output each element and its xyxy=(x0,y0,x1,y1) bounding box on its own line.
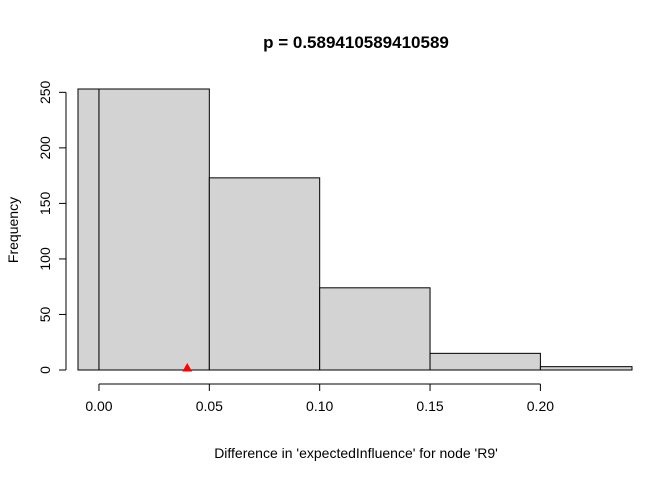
histogram-bar xyxy=(539,366,633,371)
histogram-bar xyxy=(208,177,321,371)
y-tick-label: 150 xyxy=(37,192,53,216)
y-tick-label: 50 xyxy=(37,306,53,322)
y-tick-label: 100 xyxy=(37,247,53,271)
x-tick-label: 0.00 xyxy=(85,398,112,414)
marker-layer xyxy=(182,362,193,372)
x-tick-label: 0.05 xyxy=(196,398,223,414)
histogram-bar-leading xyxy=(77,88,100,371)
x-axis-label: Difference in 'expectedInfluence' for no… xyxy=(214,445,498,461)
y-axis-label: Frequency xyxy=(5,197,21,263)
y-tick-label: 250 xyxy=(37,80,53,104)
histogram-bar xyxy=(429,352,541,371)
histogram-bar xyxy=(98,88,210,371)
y-tick-label: 200 xyxy=(37,136,53,160)
x-tick-label: 0.10 xyxy=(306,398,333,414)
y-axis: 0 50 100 150 200 250 xyxy=(37,80,67,374)
histogram-bar xyxy=(319,287,431,371)
x-tick-label: 0.15 xyxy=(416,398,443,414)
x-axis: 0.00 0.05 0.10 0.15 0.20 xyxy=(85,383,554,414)
chart-title: p = 0.589410589410589 xyxy=(263,33,449,52)
y-tick-label: 0 xyxy=(37,366,53,374)
bars-group xyxy=(77,88,633,371)
observed-value-marker xyxy=(182,362,193,372)
x-tick-label: 0.20 xyxy=(527,398,554,414)
